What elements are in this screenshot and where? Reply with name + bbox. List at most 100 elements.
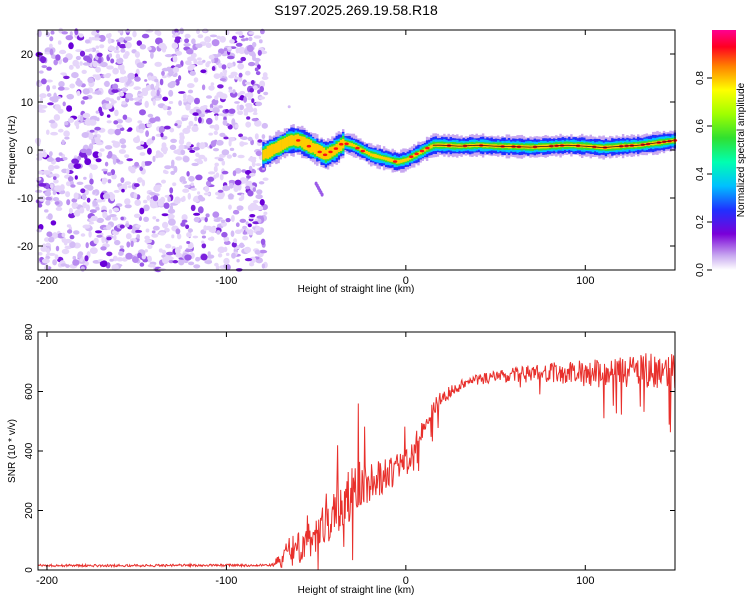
noise-speckle: [184, 184, 191, 188]
noise-speckle: [213, 124, 220, 131]
noise-speckle: [80, 148, 87, 153]
noise-speckle: [252, 85, 258, 91]
noise-speckle: [231, 252, 236, 259]
noise-speckle: [133, 136, 141, 144]
noise-speckle: [170, 170, 176, 175]
noise-speckle: [55, 245, 60, 252]
noise-speckle: [149, 117, 157, 124]
noise-speckle: [256, 240, 261, 244]
noise-speckle: [36, 138, 41, 146]
noise-speckle: [176, 233, 182, 240]
noise-speckle: [223, 257, 230, 265]
noise-speckle: [66, 93, 75, 100]
noise-speckle: [251, 161, 256, 168]
noise-speckle: [104, 161, 109, 167]
noise-speckle: [44, 51, 52, 55]
noise-speckle: [207, 176, 215, 182]
noise-speckle: [219, 78, 226, 82]
noise-speckle: [93, 130, 98, 134]
noise-speckle: [136, 234, 140, 239]
noise-speckle: [229, 182, 234, 189]
noise-speckle: [166, 256, 174, 261]
noise-speckle: [222, 119, 228, 126]
signal-band-segment: [262, 150, 265, 160]
noise-speckle: [137, 252, 142, 259]
noise-speckle: [187, 94, 192, 99]
noise-speckle: [134, 199, 141, 206]
y-tick-label: 200: [24, 502, 35, 519]
noise-speckle: [182, 188, 190, 193]
noise-speckle: [253, 35, 262, 39]
noise-speckle: [251, 52, 256, 59]
noise-speckle: [141, 160, 146, 168]
noise-speckle: [92, 189, 96, 195]
noise-speckle: [75, 64, 81, 69]
signal-band-segment: [402, 158, 405, 163]
noise-speckle: [126, 241, 131, 248]
noise-speckle: [255, 101, 263, 107]
noise-speckle: [72, 255, 77, 260]
noise-speckle: [263, 91, 269, 96]
noise-speckle: [145, 130, 150, 138]
noise-speckle: [52, 197, 60, 202]
noise-speckle: [59, 49, 67, 55]
noise-speckle: [183, 92, 187, 100]
noise-speckle: [211, 98, 219, 106]
signal-peak: [333, 147, 339, 150]
noise-speckle: [216, 230, 221, 235]
noise-speckle: [228, 193, 234, 200]
noise-speckle: [147, 147, 152, 155]
noise-speckle: [37, 170, 44, 175]
noise-speckle: [242, 235, 249, 241]
noise-speckle: [215, 191, 221, 196]
signal-band-segment: [305, 138, 308, 151]
noise-speckle: [102, 211, 108, 219]
noise-speckle: [162, 105, 168, 111]
noise-speckle: [189, 149, 196, 153]
noise-speckle: [220, 219, 226, 224]
noise-speckle: [197, 194, 203, 201]
noise-speckle: [218, 48, 225, 55]
noise-speckle: [184, 38, 190, 44]
noise-speckle: [121, 100, 127, 105]
noise-speckle: [45, 200, 51, 206]
noise-speckle: [45, 255, 51, 260]
noise-speckle: [57, 40, 62, 45]
noise-speckle: [154, 116, 161, 122]
noise-speckle: [187, 228, 193, 233]
signal-artifact: [287, 105, 291, 109]
noise-speckle: [190, 204, 196, 212]
noise-speckle: [216, 217, 223, 220]
spectrogram-x-label: Height of straight line (km): [298, 284, 415, 295]
noise-speckle: [234, 229, 242, 235]
noise-speckle: [197, 191, 201, 195]
noise-speckle: [185, 60, 192, 66]
signal-band-segment: [374, 154, 377, 158]
noise-speckle: [172, 55, 178, 63]
spectrogram-y-label: Frequency (Hz): [7, 116, 18, 185]
signal-band-segment: [303, 136, 306, 150]
noise-speckle: [172, 66, 180, 73]
noise-speckle: [165, 243, 172, 249]
noise-speckle: [77, 252, 82, 259]
noise-speckle: [82, 88, 90, 95]
noise-speckle: [124, 204, 132, 209]
noise-speckle: [198, 116, 202, 124]
noise-speckle: [193, 264, 201, 269]
noise-speckle: [137, 177, 143, 183]
noise-speckle: [84, 158, 92, 166]
y-tick-label: 20: [21, 49, 33, 61]
signal-band-segment: [342, 138, 345, 149]
noise-speckle: [183, 43, 191, 47]
noise-speckle: [250, 80, 255, 85]
noise-speckle: [193, 146, 200, 151]
noise-speckle: [192, 197, 200, 203]
noise-speckle: [88, 134, 94, 140]
signal-peak: [392, 160, 398, 163]
noise-speckle: [41, 258, 50, 264]
noise-speckle: [84, 255, 89, 262]
noise-speckle: [195, 152, 200, 158]
noise-speckle: [190, 52, 197, 59]
noise-speckle: [190, 182, 194, 187]
noise-speckle: [173, 198, 181, 205]
